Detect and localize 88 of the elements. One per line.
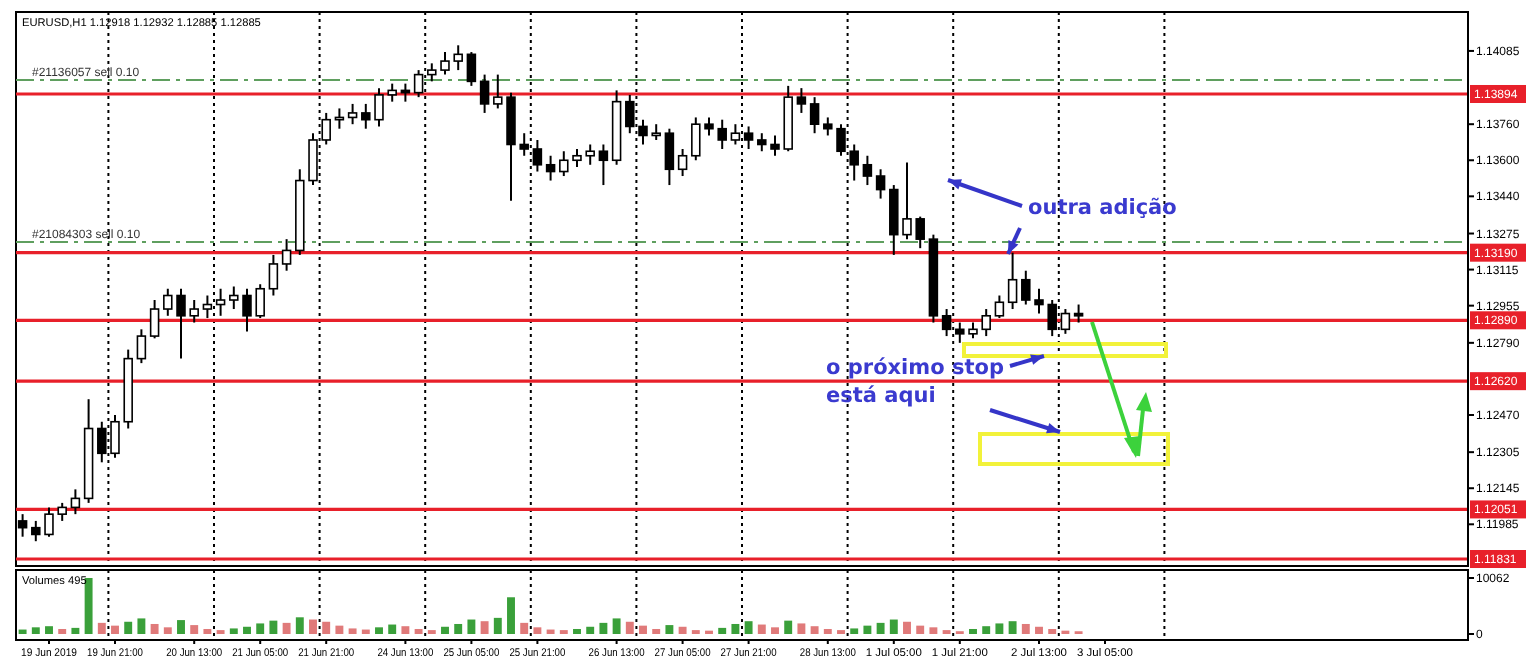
bar	[678, 626, 687, 634]
candlestick	[479, 73, 490, 114]
bar	[124, 621, 133, 634]
bar	[31, 627, 40, 634]
bar	[612, 618, 621, 634]
bar	[784, 620, 793, 634]
candlestick	[281, 238, 292, 272]
candlestick	[875, 168, 886, 200]
bar	[810, 626, 819, 634]
annotation: o próximo stop está aqui	[826, 356, 1005, 408]
bar	[1048, 628, 1057, 634]
bar	[1008, 621, 1017, 634]
bar	[1021, 623, 1030, 634]
bar	[282, 622, 291, 634]
candlestick	[862, 154, 873, 187]
bar	[71, 627, 80, 634]
bar	[863, 625, 872, 634]
bar	[84, 578, 93, 634]
bar	[269, 620, 278, 634]
bar	[309, 619, 317, 634]
candlestick	[796, 87, 807, 114]
bar	[995, 623, 1004, 634]
bar	[718, 627, 727, 634]
bar	[876, 622, 885, 634]
candlestick	[149, 299, 160, 340]
bar	[757, 624, 766, 634]
candlestick	[268, 253, 279, 297]
bar	[982, 626, 991, 634]
bar	[639, 625, 647, 634]
bar	[97, 622, 106, 634]
bar	[335, 625, 344, 634]
bar	[45, 626, 53, 634]
bar	[229, 628, 238, 634]
bar	[322, 621, 331, 634]
annotation: outra adição	[1028, 196, 1177, 220]
bar	[203, 628, 212, 634]
bar	[599, 622, 608, 634]
bar	[929, 627, 938, 634]
bar	[916, 625, 925, 634]
candlestick	[809, 96, 820, 135]
bar	[573, 628, 581, 634]
bar	[243, 626, 251, 634]
bar	[295, 617, 304, 634]
bar	[533, 627, 542, 634]
candlestick	[347, 102, 358, 126]
bar	[520, 622, 529, 634]
bar	[797, 623, 806, 634]
bar	[190, 625, 199, 634]
bar	[58, 628, 67, 634]
candlestick	[598, 143, 609, 187]
bar	[348, 628, 357, 634]
bar	[454, 623, 463, 634]
bar	[731, 623, 740, 634]
bar	[771, 627, 779, 634]
bar	[388, 624, 397, 634]
bar	[137, 618, 146, 634]
bar	[889, 619, 898, 634]
candlestick	[664, 127, 675, 187]
bar	[850, 628, 859, 634]
bar	[480, 621, 489, 634]
candlestick	[677, 147, 688, 178]
bar	[177, 620, 185, 634]
bar	[150, 623, 159, 634]
candlestick	[994, 294, 1005, 320]
candlestick	[466, 51, 477, 87]
bar	[625, 621, 634, 634]
bar	[507, 597, 515, 634]
bar	[744, 621, 753, 634]
bar	[652, 628, 661, 634]
bar	[969, 628, 977, 634]
bar	[1035, 626, 1043, 634]
bar	[441, 626, 449, 634]
candlestick	[136, 328, 147, 365]
bar	[467, 619, 476, 634]
candlestick	[70, 488, 81, 516]
bar	[414, 628, 423, 634]
bar	[823, 628, 832, 634]
bar	[493, 617, 502, 634]
bar	[375, 627, 383, 634]
bar	[111, 625, 119, 634]
bar	[401, 626, 410, 634]
candlestick	[545, 154, 556, 182]
bar	[256, 623, 265, 634]
bar	[903, 621, 911, 634]
bar	[665, 625, 674, 634]
bar	[586, 626, 595, 634]
bar	[163, 627, 172, 634]
candlestick	[1073, 303, 1084, 324]
